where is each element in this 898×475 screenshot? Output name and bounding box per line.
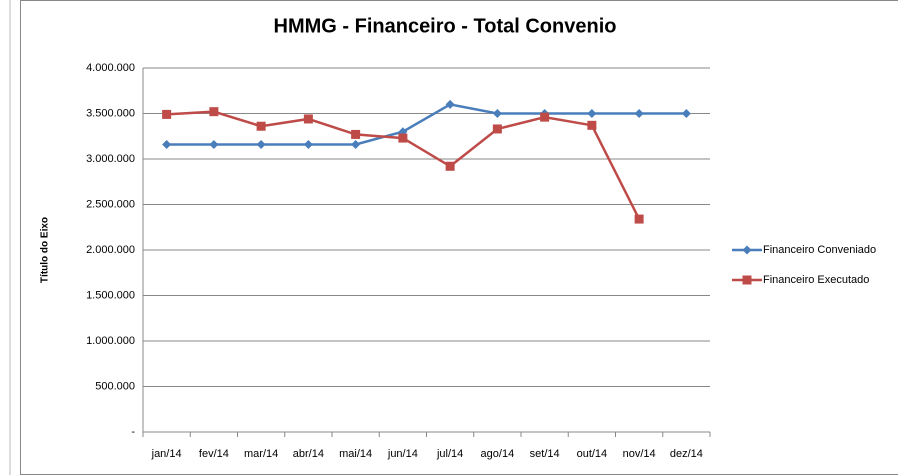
x-tick-label: jun/14 [387,448,418,460]
data-point [492,109,502,118]
data-point [209,139,219,149]
y-tick-label: 500.000 [95,380,135,392]
data-point [540,112,550,122]
y-tick-label: - [131,426,135,438]
x-tick-label: fev/14 [199,448,229,460]
y-tick-label: 3.000.000 [86,153,135,165]
data-point [398,133,408,143]
data-point [445,161,455,171]
data-point [634,109,644,118]
y-axis-title: Título do Eixo [40,217,51,283]
x-tick-label: mai/14 [339,448,372,460]
data-point [492,124,502,134]
data-point [303,114,313,124]
data-point [445,99,455,109]
data-point [162,109,172,119]
x-tick-label: ago/14 [481,448,515,460]
data-point [209,107,219,117]
y-tick-label: 2.000.000 [86,244,135,256]
legend-marker [742,275,752,285]
x-tick-label: jan/14 [151,448,182,460]
series-line [166,103,687,146]
data-point [351,139,361,149]
x-tick-label: jul/14 [436,448,463,460]
data-point [587,120,597,130]
legend-label: Financeiro Conveniado [763,244,876,256]
y-tick-label: 3.500.000 [86,107,135,119]
data-point [681,109,691,118]
x-tick-label: nov/14 [623,448,656,460]
chart-title: HMMG - Financeiro - Total Convenio [274,15,617,37]
data-point [587,109,597,118]
y-tick-label: 2.500.000 [86,198,135,210]
data-point [303,139,313,149]
legend-marker [742,245,752,255]
y-tick-label: 4.000.000 [86,62,135,74]
legend-label: Financeiro Executado [763,274,869,286]
data-point [351,129,361,139]
data-point [256,121,266,131]
x-tick-label: abr/14 [293,448,324,460]
data-point [634,214,644,224]
x-tick-label: dez/14 [670,448,703,460]
data-point [162,139,172,149]
x-tick-label: mar/14 [244,448,278,460]
y-tick-label: 1.500.000 [86,289,135,301]
chart-area [20,0,898,475]
y-tick-label: 1.000.000 [86,335,135,347]
data-point [256,139,266,149]
x-tick-label: set/14 [530,448,560,460]
x-tick-label: out/14 [577,448,608,460]
